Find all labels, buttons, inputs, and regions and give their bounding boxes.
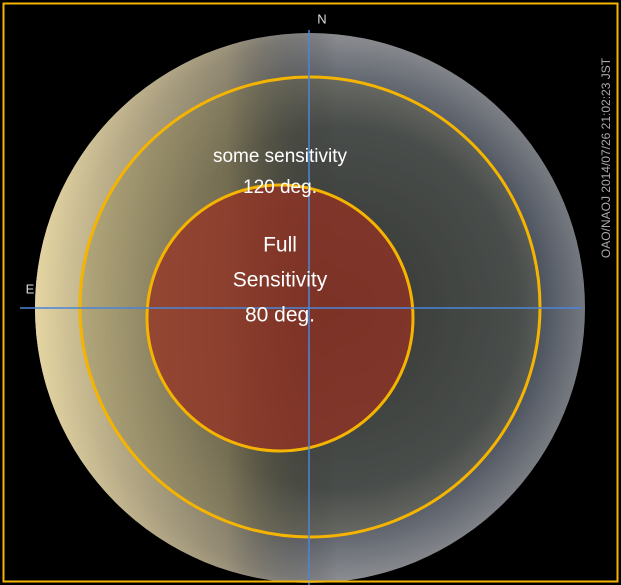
annotated-sky-image: N E OAO/NAOJ 2014/07/26 21:02:23 JST som… [0, 0, 621, 585]
outer-zone-angle: 120 deg. [243, 177, 317, 198]
north-label: N [317, 11, 326, 26]
outer-zone-label: some sensitivity [213, 146, 348, 167]
timestamp: OAO/NAOJ 2014/07/26 21:02:23 JST [599, 57, 613, 258]
inner-zone-angle: 80 deg. [245, 304, 315, 327]
east-label: E [26, 281, 35, 296]
inner-zone-label: Sensitivity [233, 269, 328, 292]
inner-zone-label: Full [263, 234, 297, 257]
